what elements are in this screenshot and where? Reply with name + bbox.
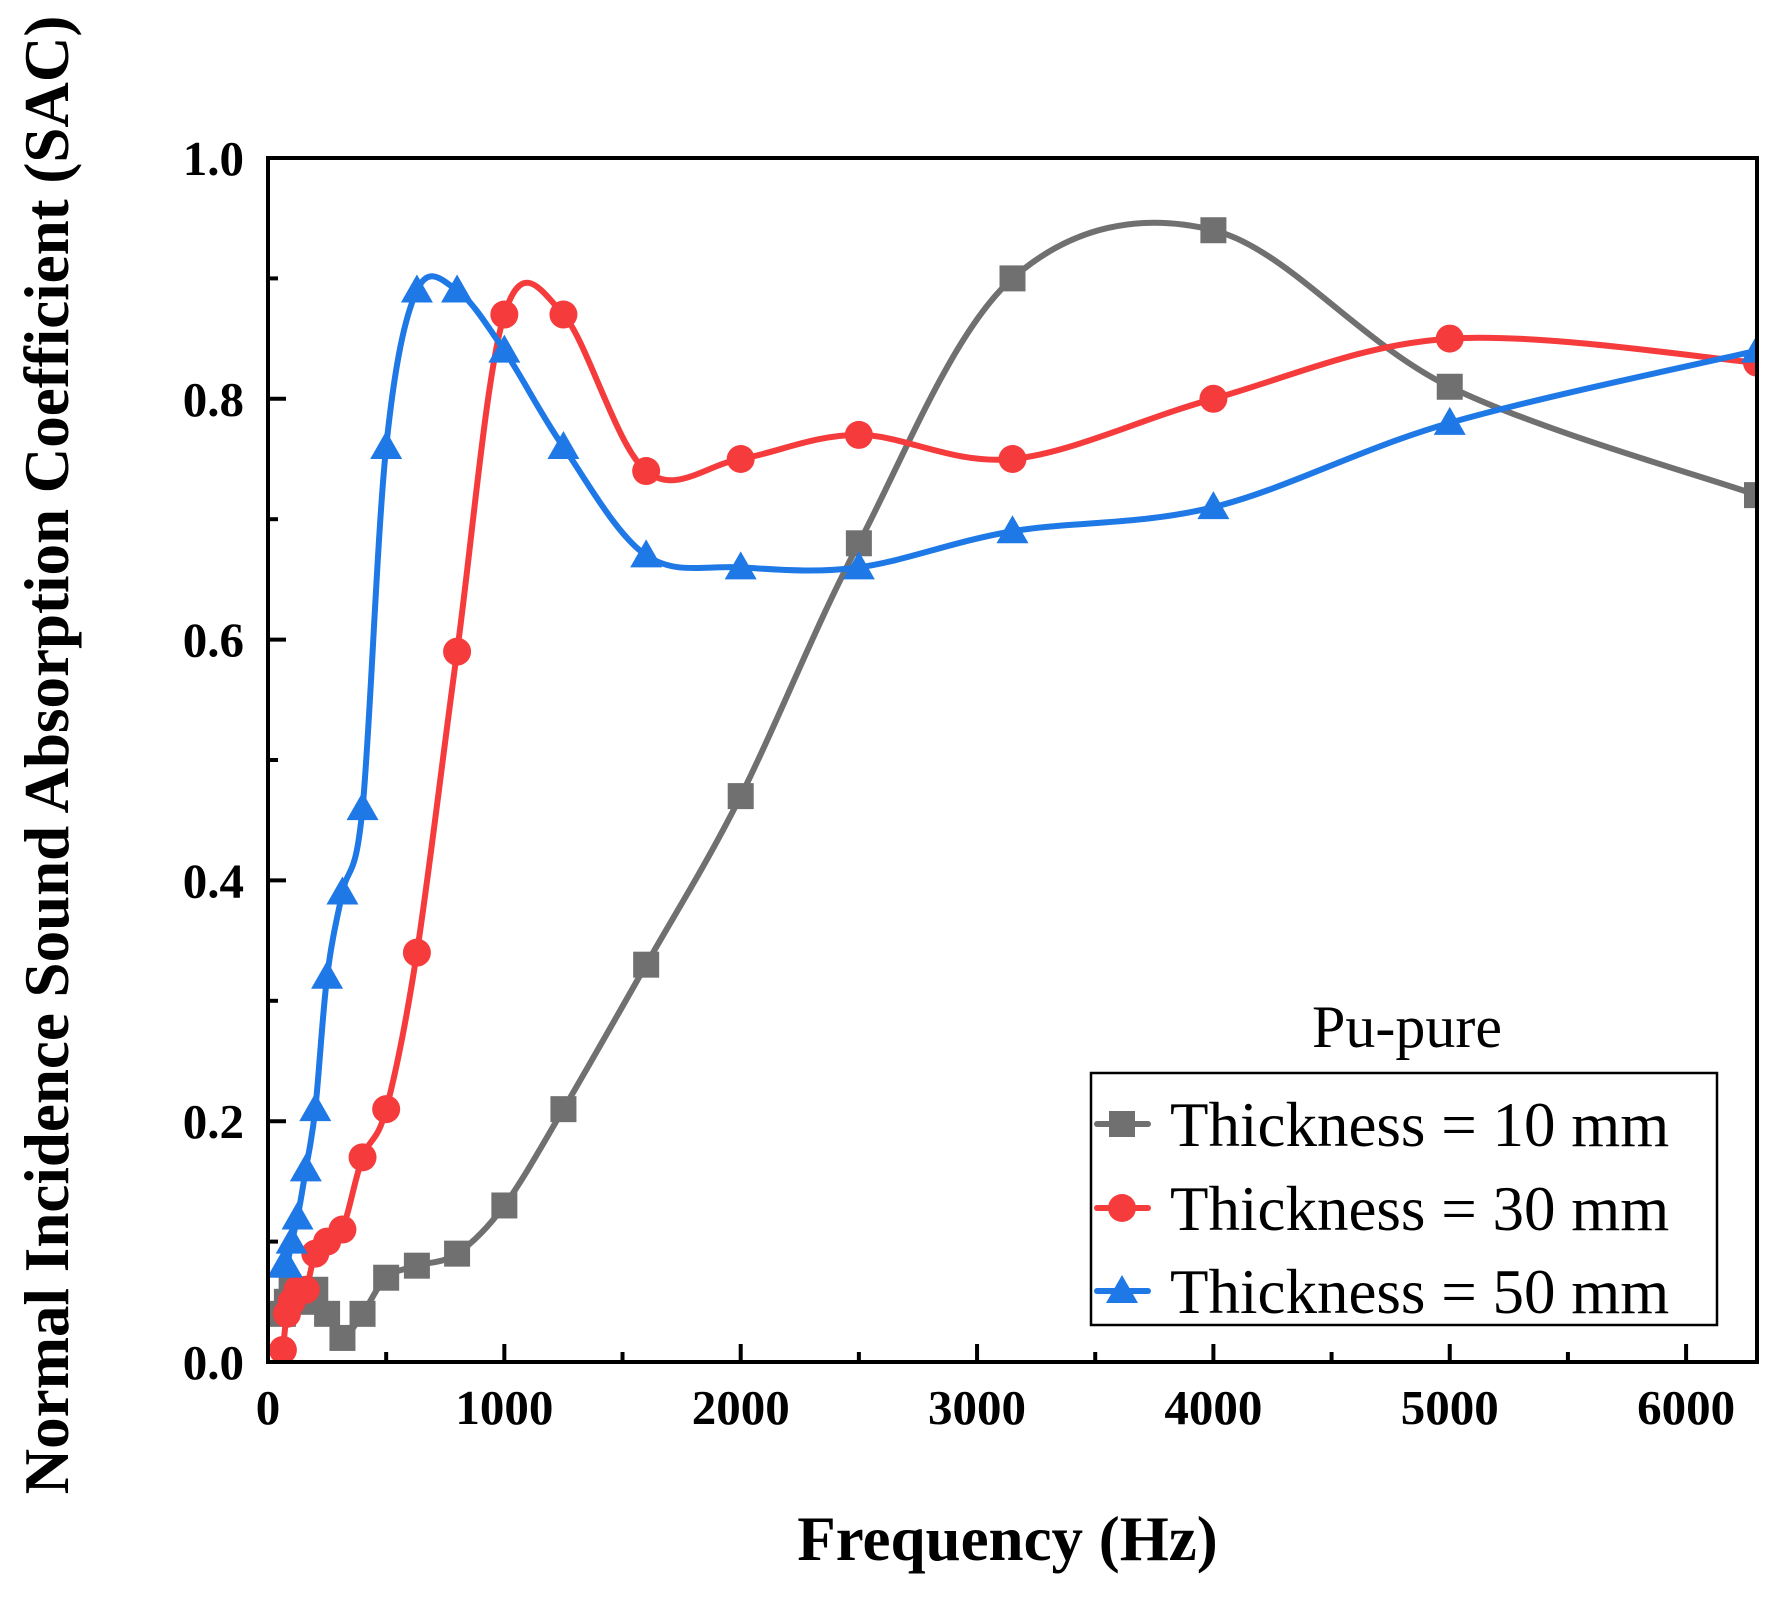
series-3-point-5 bbox=[289, 1153, 322, 1182]
y-tick-label: 1.0 bbox=[183, 131, 244, 186]
series-3-point-7 bbox=[311, 960, 344, 989]
x-axis-title: Frequency (Hz) bbox=[797, 1504, 1217, 1574]
series-3-point-13 bbox=[488, 334, 521, 363]
series-line-2 bbox=[279, 279, 1758, 1353]
legend-box bbox=[1089, 1071, 1719, 1327]
series-1-point-18 bbox=[999, 265, 1026, 292]
series-1-point-7 bbox=[314, 1300, 341, 1327]
series-3-point-18 bbox=[996, 515, 1029, 544]
y-tick-label: 0.0 bbox=[183, 1335, 244, 1390]
series-3-point-8 bbox=[326, 876, 359, 905]
series-3-point-4 bbox=[281, 1201, 314, 1230]
x-tick-label: 2000 bbox=[692, 1380, 790, 1435]
series-1-point-11 bbox=[403, 1252, 430, 1279]
series-2-point-17 bbox=[844, 420, 873, 449]
y-tick-label: 0.4 bbox=[183, 853, 244, 908]
series-2-point-19 bbox=[1199, 384, 1228, 413]
series-3-point-20 bbox=[1433, 406, 1466, 435]
series-2-point-5 bbox=[291, 1275, 320, 1304]
y-tick-label: 0.2 bbox=[183, 1094, 244, 1149]
legend-marker-2 bbox=[1108, 1194, 1136, 1222]
series-layer bbox=[268, 217, 1758, 1364]
series-1-point-21 bbox=[1744, 482, 1758, 509]
series-3-point-12 bbox=[441, 274, 474, 303]
series-2-point-16 bbox=[726, 445, 755, 473]
labels-layer: 0 1000 2000 3000 4000 5000 6000 0.0 0.2 0.4 0.6 0.8… bbox=[12, 16, 1735, 1574]
series-3-point-17 bbox=[842, 551, 875, 580]
series-2-point-20 bbox=[1435, 324, 1464, 353]
series-3-point-15 bbox=[630, 539, 663, 568]
legend-title: Pu-pure bbox=[1312, 994, 1502, 1060]
series-2-point-13 bbox=[490, 300, 519, 329]
series-2-point-15 bbox=[632, 457, 661, 486]
series-1-point-16 bbox=[727, 783, 754, 810]
x-tick-label: 0 bbox=[256, 1380, 281, 1435]
legend: Pu-pure Thickness = 10 mm Thickness = 30 m… bbox=[1089, 994, 1719, 1327]
x-tick-label: 5000 bbox=[1401, 1380, 1499, 1435]
x-tick-label: 3000 bbox=[928, 1380, 1026, 1435]
series-1-point-15 bbox=[633, 951, 660, 978]
series-1-point-13 bbox=[491, 1192, 518, 1219]
series-3-point-9 bbox=[346, 792, 379, 821]
legend-marker-3 bbox=[1106, 1275, 1138, 1303]
series-2-point-11 bbox=[402, 938, 431, 967]
series-3-point-14 bbox=[547, 430, 580, 459]
series-2-point-18 bbox=[998, 445, 1027, 473]
x-tick-label: 6000 bbox=[1637, 1380, 1735, 1435]
x-tick-label: 1000 bbox=[455, 1380, 553, 1435]
series-3-point-2 bbox=[270, 1249, 303, 1278]
series-1-point-8 bbox=[329, 1324, 356, 1351]
series-3-point-10 bbox=[370, 430, 403, 459]
axes-layer bbox=[266, 156, 1759, 1364]
series-2-point-9 bbox=[348, 1143, 377, 1172]
series-2-point-12 bbox=[443, 637, 472, 666]
series-3 bbox=[268, 273, 1758, 1278]
series-2-point-10 bbox=[372, 1095, 401, 1124]
series-1-point-12 bbox=[444, 1240, 471, 1267]
series-1-point-9 bbox=[349, 1300, 376, 1327]
legend-marker-1 bbox=[1109, 1111, 1135, 1137]
legend-label-1: Thickness = 10 mm bbox=[1170, 1090, 1669, 1160]
series-2-point-14 bbox=[549, 300, 578, 329]
legend-label-2: Thickness = 30 mm bbox=[1170, 1174, 1669, 1244]
series-3-point-21 bbox=[1741, 334, 1758, 363]
series-2-point-1 bbox=[268, 1335, 297, 1364]
y-tick-label: 0.6 bbox=[183, 613, 244, 668]
series-2 bbox=[268, 279, 1758, 1364]
y-axis-title: Normal Incidence Sound Absorption Coeffi… bbox=[12, 16, 82, 1495]
series-1-point-19 bbox=[1200, 217, 1227, 244]
series-3-point-3 bbox=[275, 1225, 308, 1254]
y-tick-label: 0.8 bbox=[183, 372, 244, 427]
series-3-point-19 bbox=[1197, 491, 1230, 520]
series-1-point-10 bbox=[373, 1264, 400, 1291]
series-3-point-11 bbox=[400, 274, 433, 303]
series-1-point-14 bbox=[550, 1096, 577, 1123]
series-1-point-20 bbox=[1436, 373, 1463, 400]
series-3-point-16 bbox=[724, 551, 757, 580]
x-tick-label: 4000 bbox=[1164, 1380, 1262, 1435]
series-2-point-8 bbox=[328, 1215, 357, 1244]
series-3-point-6 bbox=[299, 1093, 332, 1122]
legend-label-3: Thickness = 50 mm bbox=[1170, 1257, 1669, 1327]
